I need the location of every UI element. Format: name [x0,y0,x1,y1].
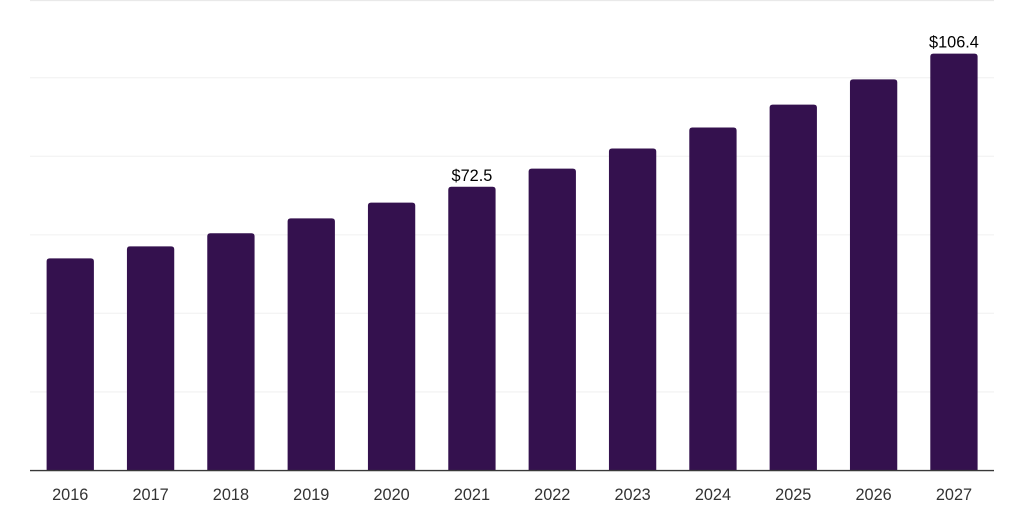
svg-text:2022: 2022 [534,486,570,504]
svg-text:2017: 2017 [132,486,168,504]
svg-text:2016: 2016 [52,486,88,504]
svg-text:$106.4: $106.4 [929,33,979,51]
svg-text:2018: 2018 [213,486,249,504]
svg-text:2020: 2020 [373,486,409,504]
svg-text:2023: 2023 [614,486,650,504]
svg-text:$72.5: $72.5 [452,167,493,185]
svg-text:2021: 2021 [454,486,490,504]
svg-text:2025: 2025 [775,486,811,504]
svg-text:2019: 2019 [293,486,329,504]
svg-text:2024: 2024 [695,486,731,504]
svg-text:2027: 2027 [936,486,972,504]
svg-text:2026: 2026 [855,486,891,504]
